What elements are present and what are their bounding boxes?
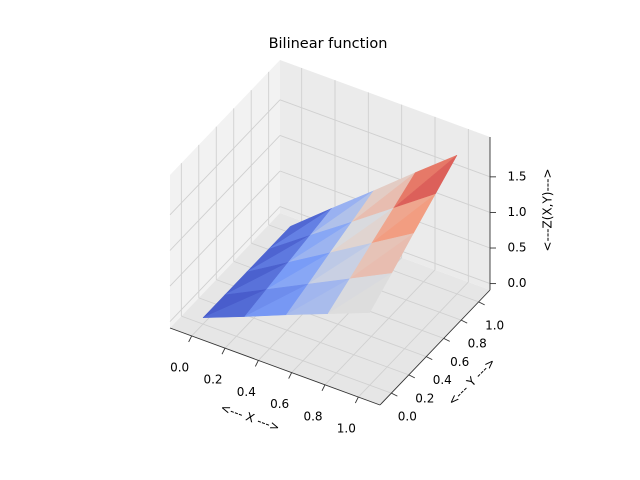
- x-tick: [321, 384, 326, 392]
- y-tick-label: 1.0: [485, 318, 504, 332]
- grid-line: [169, 170, 281, 287]
- z-tick-label: 0.5: [507, 241, 526, 255]
- x-tick-label: 0.2: [203, 373, 222, 387]
- x-tick: [288, 372, 293, 379]
- x-tick: [254, 360, 259, 367]
- x-tick: [188, 335, 193, 343]
- pane-left: [170, 60, 280, 328]
- x-axis-line: [169, 327, 381, 406]
- y-tick: [460, 319, 468, 324]
- x-tick-label: 0.4: [237, 385, 256, 399]
- y-tick-label: 0.8: [468, 337, 487, 351]
- y-tick-label: 0.4: [433, 373, 452, 387]
- y-axis-line: [379, 289, 491, 406]
- y-tick: [478, 301, 485, 306]
- x-tick-label: 0.6: [270, 397, 289, 411]
- grid-line: [169, 135, 281, 251]
- axes: 0.0 0.2 0.4 0.6 0.8 1.0 0.0 0.2 0.4 0.6 0.8 1.0 0.0 0…: [169, 137, 527, 436]
- grid-line: [169, 99, 281, 216]
- z-axis-label: <---Z(X,Y)--->: [541, 168, 555, 251]
- grid-line: [279, 99, 491, 178]
- y-tick-label: 0.6: [450, 355, 469, 369]
- grid-line: [358, 281, 469, 398]
- grid-line: [324, 269, 436, 386]
- y-tick: [443, 337, 450, 342]
- z-tick-label: 1.5: [507, 169, 526, 183]
- pane-back: [280, 60, 490, 290]
- x-tick-label: 1.0: [337, 422, 356, 436]
- y-tick: [391, 392, 398, 397]
- grid-line: [279, 135, 491, 213]
- x-tick-label: 0.8: [303, 409, 322, 423]
- y-tick: [408, 374, 416, 379]
- z-tick-label: 0.0: [507, 276, 526, 290]
- y-tick-label: 0.2: [415, 391, 434, 405]
- grid-line: [181, 315, 392, 394]
- x-tick-label: 0.0: [170, 360, 189, 374]
- y-tick-label: 0.0: [398, 410, 417, 424]
- surface: [202, 154, 458, 318]
- surface-facet: [327, 273, 392, 314]
- grid-line: [169, 206, 281, 322]
- chart-title: Bilinear function: [269, 36, 388, 52]
- y-tick: [426, 356, 433, 361]
- x-tick: [221, 347, 226, 355]
- x-tick: [354, 396, 359, 404]
- z-tick-label: 1.0: [507, 205, 526, 219]
